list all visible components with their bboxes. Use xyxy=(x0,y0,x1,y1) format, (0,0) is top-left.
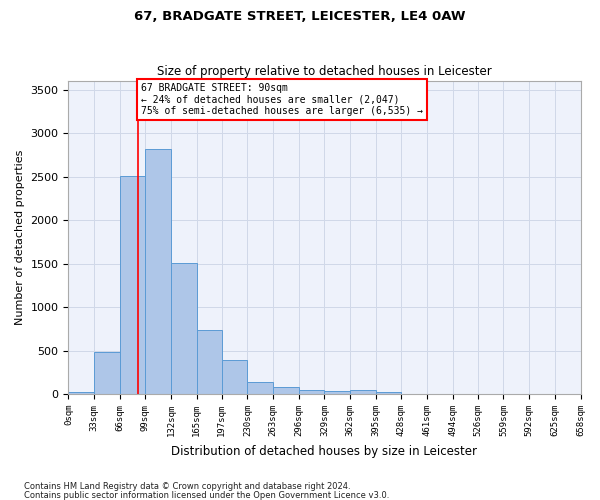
Bar xyxy=(273,387,299,394)
Text: Contains HM Land Registry data © Crown copyright and database right 2024.: Contains HM Land Registry data © Crown c… xyxy=(24,482,350,491)
Y-axis label: Number of detached properties: Number of detached properties xyxy=(15,150,25,326)
Bar xyxy=(145,149,171,394)
X-axis label: Distribution of detached houses by size in Leicester: Distribution of detached houses by size … xyxy=(172,444,478,458)
Bar xyxy=(94,352,120,394)
Text: 67 BRADGATE STREET: 90sqm
← 24% of detached houses are smaller (2,047)
75% of se: 67 BRADGATE STREET: 90sqm ← 24% of detac… xyxy=(141,83,423,116)
Bar xyxy=(171,263,197,394)
Bar xyxy=(68,392,94,394)
Bar xyxy=(247,382,273,394)
Bar xyxy=(325,391,350,394)
Bar xyxy=(197,330,223,394)
Bar xyxy=(376,392,401,394)
Text: 67, BRADGATE STREET, LEICESTER, LE4 0AW: 67, BRADGATE STREET, LEICESTER, LE4 0AW xyxy=(134,10,466,23)
Bar xyxy=(222,360,247,394)
Text: Contains public sector information licensed under the Open Government Licence v3: Contains public sector information licen… xyxy=(24,491,389,500)
Bar xyxy=(120,176,145,394)
Title: Size of property relative to detached houses in Leicester: Size of property relative to detached ho… xyxy=(157,66,492,78)
Bar xyxy=(350,390,376,394)
Bar xyxy=(299,390,325,394)
